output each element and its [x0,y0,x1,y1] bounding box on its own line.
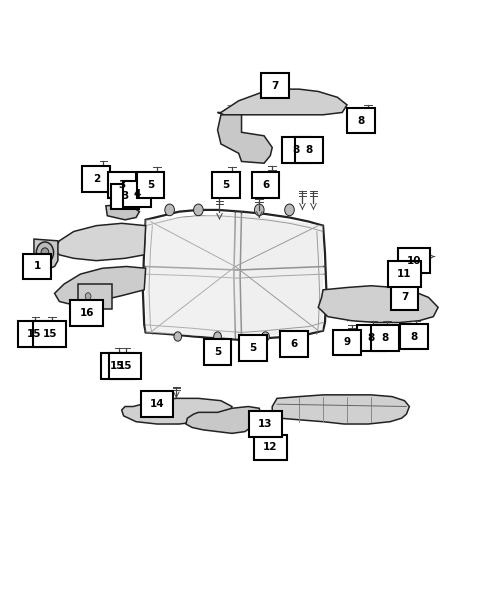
Circle shape [36,242,54,263]
FancyBboxPatch shape [23,254,51,279]
Text: 15: 15 [43,329,57,339]
FancyBboxPatch shape [333,329,360,355]
FancyBboxPatch shape [123,181,151,207]
Polygon shape [34,239,58,268]
Circle shape [85,293,91,300]
Text: 11: 11 [396,269,411,279]
FancyBboxPatch shape [77,284,112,309]
FancyBboxPatch shape [249,411,281,437]
Circle shape [298,332,305,341]
Text: 5: 5 [249,343,256,353]
FancyBboxPatch shape [282,137,309,163]
FancyBboxPatch shape [140,391,173,417]
Text: 2: 2 [92,174,100,184]
FancyBboxPatch shape [239,335,266,361]
Text: 1: 1 [33,262,41,272]
Text: 8: 8 [381,333,388,343]
FancyBboxPatch shape [100,353,133,379]
Text: 13: 13 [258,419,272,429]
FancyBboxPatch shape [70,300,103,326]
Text: 8: 8 [357,115,364,125]
FancyBboxPatch shape [136,172,164,198]
Polygon shape [272,395,408,424]
FancyBboxPatch shape [356,326,384,351]
Text: 7: 7 [271,81,278,91]
Text: 16: 16 [79,308,94,318]
Circle shape [193,204,203,216]
Text: 14: 14 [150,399,164,409]
Polygon shape [217,89,347,115]
Text: 4: 4 [133,189,140,199]
Polygon shape [217,115,272,163]
Text: 6: 6 [290,339,297,349]
FancyBboxPatch shape [17,322,50,347]
Text: 10: 10 [406,256,421,266]
FancyBboxPatch shape [294,137,322,163]
Text: 8: 8 [409,332,417,342]
FancyBboxPatch shape [388,262,420,287]
Text: 6: 6 [261,180,269,190]
FancyBboxPatch shape [203,339,231,365]
Circle shape [284,204,294,216]
FancyBboxPatch shape [111,184,138,209]
FancyBboxPatch shape [251,172,279,198]
Text: 8: 8 [366,333,374,343]
Circle shape [213,332,221,341]
Text: 15: 15 [109,360,124,370]
Polygon shape [121,398,231,424]
FancyBboxPatch shape [107,172,136,198]
Polygon shape [54,266,145,305]
FancyBboxPatch shape [371,326,398,351]
Text: 8: 8 [292,145,299,155]
Polygon shape [318,286,437,323]
FancyBboxPatch shape [261,73,288,98]
Text: 8: 8 [304,145,312,155]
Text: 15: 15 [118,360,132,370]
Text: 5: 5 [147,180,154,190]
Text: 3: 3 [118,180,125,190]
Text: 7: 7 [400,292,408,302]
Circle shape [41,248,49,257]
Circle shape [165,204,174,216]
Circle shape [174,332,181,341]
Polygon shape [235,213,322,338]
Text: 9: 9 [343,337,350,348]
FancyBboxPatch shape [108,353,141,379]
Text: 15: 15 [27,329,41,339]
FancyBboxPatch shape [82,166,110,192]
Polygon shape [185,406,260,434]
FancyBboxPatch shape [280,331,307,357]
FancyBboxPatch shape [397,248,430,273]
FancyBboxPatch shape [390,284,418,310]
FancyBboxPatch shape [33,322,66,347]
Circle shape [261,332,269,341]
Text: 3: 3 [121,191,128,201]
FancyBboxPatch shape [254,435,286,460]
Text: 5: 5 [222,180,229,190]
FancyBboxPatch shape [212,172,239,198]
Text: 5: 5 [213,347,221,357]
Polygon shape [145,213,235,338]
Polygon shape [106,204,139,220]
Circle shape [254,204,263,216]
FancyBboxPatch shape [347,108,375,134]
Text: 12: 12 [262,442,277,452]
FancyBboxPatch shape [399,324,427,349]
Polygon shape [54,223,145,261]
